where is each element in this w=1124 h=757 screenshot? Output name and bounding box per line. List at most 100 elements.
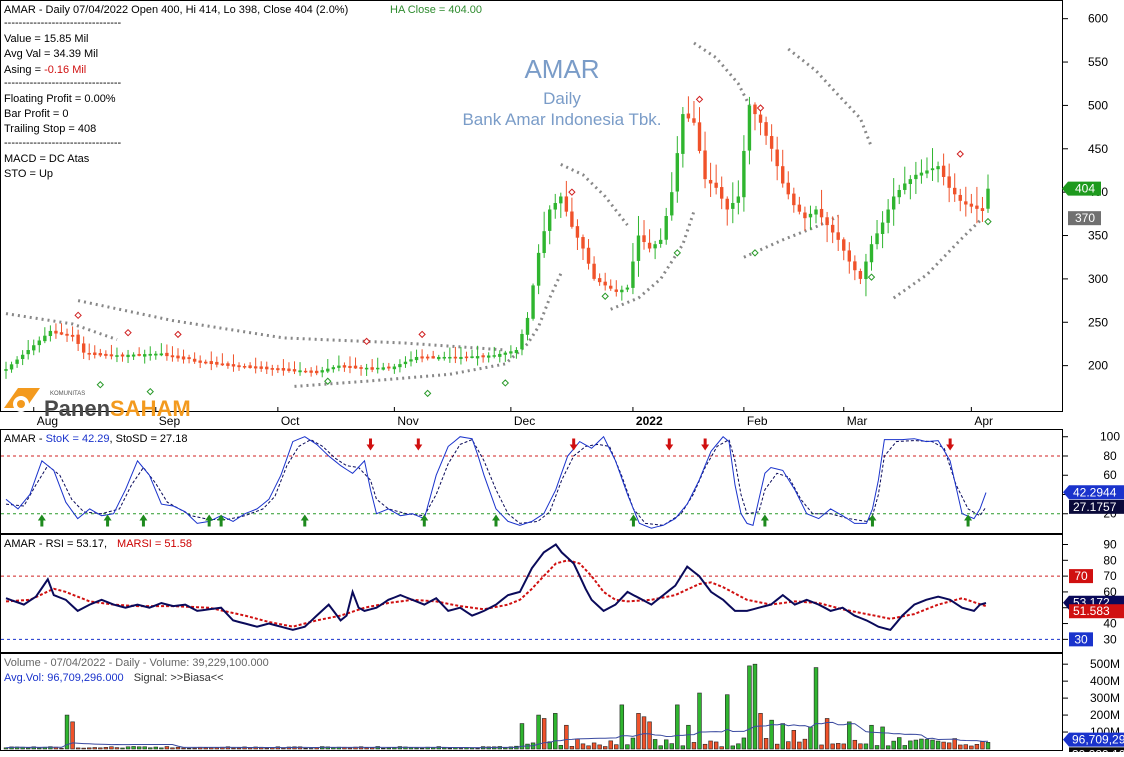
volume-bar (786, 741, 791, 750)
sell-signal-marker (74, 311, 82, 320)
candle-body (609, 285, 613, 289)
candle-body (170, 355, 175, 358)
trailing-stop-line (5, 312, 118, 342)
volume-bar (586, 745, 591, 750)
buy-signal-marker (501, 379, 510, 387)
stok-line (5, 435, 987, 529)
price-tick-label: 550 (1088, 55, 1108, 69)
candle-body (542, 231, 546, 254)
volume-bar (503, 747, 508, 750)
volume-bar (736, 743, 741, 750)
candle-body (281, 368, 286, 371)
volume-bar (608, 740, 613, 750)
volume-bar (708, 740, 713, 750)
volume-bar (686, 724, 691, 750)
candle-body (20, 354, 25, 360)
candle-body (869, 244, 874, 263)
candle-body (531, 285, 535, 319)
plot-background (0, 0, 1062, 750)
volume-bar (553, 713, 558, 750)
volume-bar (930, 739, 935, 750)
candle-body (298, 370, 302, 373)
candle-body (81, 343, 86, 353)
trailing-stop-line (560, 163, 629, 227)
volume-bar (885, 745, 891, 750)
logo-mark-dot-icon (17, 400, 25, 408)
sto-down-arrow (701, 438, 710, 451)
candle-body (237, 365, 241, 368)
candle-body (536, 252, 541, 286)
candle-body (564, 196, 569, 212)
secondary-price-tag (1068, 211, 1101, 226)
candle-body (697, 122, 702, 151)
candle-body (620, 289, 624, 293)
volume-bar (630, 737, 636, 750)
volume-bar (847, 721, 852, 750)
volume-bar (447, 747, 453, 750)
candle-body (808, 213, 813, 218)
candle-body (448, 356, 452, 359)
candle-body (420, 356, 424, 359)
candle-body (559, 196, 563, 204)
sto-down-arrow (414, 438, 423, 451)
last-close-label: 404 (1075, 182, 1095, 196)
volume-bar (891, 740, 896, 750)
volume-bar (941, 741, 946, 750)
candle-body (853, 261, 857, 271)
candle-body (431, 356, 435, 359)
sto-tick-label: 60 (1103, 468, 1117, 482)
rsi-tick-label: 30 (1103, 632, 1117, 646)
candlestick-series (4, 96, 990, 379)
volume-bar (414, 747, 419, 750)
stok-value-label: 42.2944 (1073, 485, 1117, 499)
candle-body (131, 354, 136, 357)
candle-body (703, 150, 707, 180)
volume-bar (874, 745, 880, 750)
candle-body (509, 351, 513, 354)
candle-body (115, 355, 119, 357)
volume-bar (863, 743, 869, 750)
candle-body (647, 242, 652, 249)
candle-body (769, 136, 774, 149)
volume-bar (808, 726, 813, 750)
volume-bar (37, 747, 42, 750)
rsi-tick-label: 80 (1103, 553, 1117, 567)
candle-body (903, 183, 907, 190)
candle-body (625, 287, 630, 290)
volume-bar (741, 737, 747, 750)
candle-body (664, 216, 668, 240)
separator-1: -------------------------------- (4, 17, 122, 29)
candle-body (403, 361, 408, 365)
price-tick-label: 500 (1088, 98, 1108, 112)
date-axis-strip (0, 412, 1062, 429)
volume-bar (614, 744, 619, 750)
volume-bar (575, 738, 580, 750)
volume-bar (952, 738, 957, 750)
candle-body (26, 350, 30, 355)
sto-down-arrow (946, 438, 955, 451)
marsi-value-tag (1069, 604, 1124, 619)
rsi-label: RSI = 53.17, (46, 538, 107, 550)
volume-bar (131, 746, 136, 750)
candle-body (442, 356, 446, 359)
stosd-line (5, 438, 987, 526)
candle-body (498, 353, 502, 357)
signal-label: Signal: >>Biasa<< (134, 672, 224, 684)
candle-body (348, 365, 352, 368)
price-axis: 200250300350400450500550600AugSepOctNovD… (33, 12, 1108, 428)
volume-tick-label: 400M (1090, 674, 1120, 688)
buy-signal-marker (423, 389, 432, 398)
trailing-stop-line (693, 41, 751, 107)
candle-body (226, 363, 230, 366)
price-tick-label: 350 (1088, 229, 1108, 243)
volume-bar (170, 747, 175, 750)
rsi-panel-frame (0, 534, 1063, 653)
value-label: Value = 15.85 Mil (4, 33, 89, 45)
candle-body (93, 352, 97, 355)
date-tick-label: Dec (514, 414, 535, 428)
candle-body (936, 166, 940, 170)
candle-body (581, 237, 585, 249)
